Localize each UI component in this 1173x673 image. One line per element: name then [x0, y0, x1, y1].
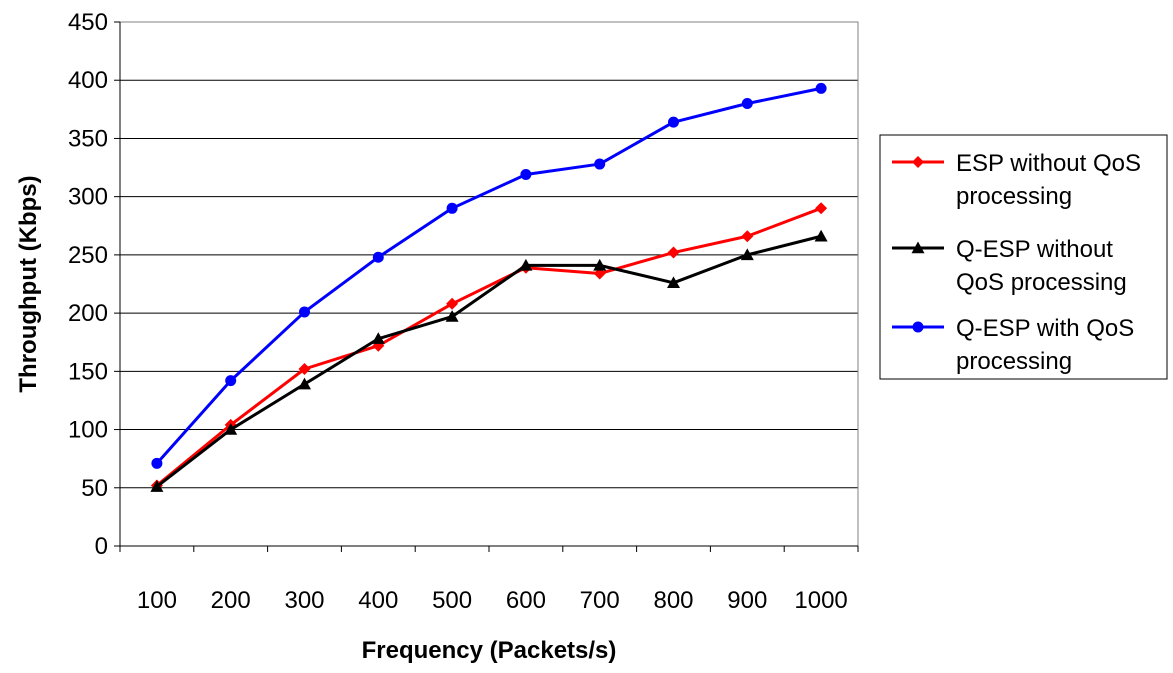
- data-point: [815, 82, 827, 94]
- data-point: [667, 276, 680, 289]
- legend-entry-3: Q-ESP with QoS processing: [892, 315, 1134, 375]
- data-point: [298, 377, 311, 390]
- legend-entry-1: ESP without QoS processing: [892, 150, 1141, 210]
- x-tick-label: 600: [506, 587, 546, 614]
- data-point: [372, 251, 384, 263]
- legend-label: processing: [956, 183, 1072, 210]
- series-line: [155, 86, 822, 465]
- data-point: [446, 297, 459, 310]
- x-tick-label: 100: [137, 587, 177, 614]
- x-tick-label: 1000: [794, 587, 847, 614]
- data-point: [741, 98, 753, 110]
- series-line: [155, 206, 822, 487]
- data-point: [371, 332, 385, 344]
- x-axis-title: Frequency (Packets/s): [362, 637, 617, 664]
- x-tick-label: 500: [432, 587, 472, 614]
- x-tick-label: 800: [653, 587, 693, 614]
- y-axis-title: Throughput (Kbps): [15, 175, 42, 392]
- legend-swatch-marker: [911, 241, 925, 254]
- y-tick-label: 200: [68, 300, 108, 327]
- y-tick-label: 100: [68, 417, 108, 444]
- data-point: [446, 202, 458, 214]
- y-tick-label: 450: [68, 9, 108, 36]
- y-tick-label: 50: [81, 475, 108, 502]
- legend-label: Q-ESP without: [956, 236, 1113, 263]
- data-point: [814, 229, 828, 242]
- y-tick-label: 0: [95, 533, 108, 560]
- y-tick-label: 400: [68, 67, 108, 94]
- data-point: [150, 480, 164, 492]
- data-point: [668, 116, 679, 128]
- legend-label: Q-ESP with QoS: [956, 315, 1134, 342]
- x-tick-label: 200: [211, 587, 251, 614]
- legend: ESP without QoS processing Q-ESP without Qo…: [879, 134, 1168, 380]
- data-point: [593, 258, 607, 271]
- legend-swatch-marker: [912, 321, 924, 333]
- x-tick-label: 400: [358, 587, 398, 614]
- series-3: [151, 82, 827, 469]
- data-point: [594, 158, 606, 170]
- data-point: [519, 258, 533, 271]
- data-point: [667, 246, 680, 259]
- data-point: [151, 457, 163, 469]
- legend-label: ESP without QoS: [956, 150, 1141, 177]
- data-point: [741, 230, 754, 243]
- data-point: [299, 306, 310, 318]
- data-point: [815, 202, 828, 215]
- series-2: [150, 229, 828, 492]
- legend-label: processing: [956, 348, 1072, 375]
- data-point: [224, 423, 238, 435]
- data-point: [298, 363, 311, 376]
- axes: 0 50 100 150 200 250 300 350 400 450 100 200 300 400 5…: [68, 9, 859, 614]
- legend-label: QoS processing: [956, 269, 1127, 296]
- data-point: [225, 375, 237, 387]
- legend-box: [879, 134, 1168, 380]
- y-tick-label: 250: [68, 242, 108, 269]
- series-line: [155, 234, 822, 488]
- data-point: [740, 248, 754, 261]
- series-1: [150, 202, 828, 492]
- y-tick-label: 300: [68, 184, 108, 211]
- x-tick-label: 300: [284, 587, 324, 614]
- x-tick-label: 700: [580, 587, 620, 614]
- y-tick-label: 150: [68, 358, 108, 385]
- data-point: [520, 169, 532, 181]
- data-point: [445, 310, 459, 322]
- legend-entry-2: Q-ESP without QoS processing: [892, 236, 1127, 296]
- legend-swatch-marker: [912, 156, 924, 168]
- series-lines: [150, 82, 828, 492]
- y-tick-label: 350: [68, 125, 108, 152]
- x-tick-label: 900: [727, 587, 767, 614]
